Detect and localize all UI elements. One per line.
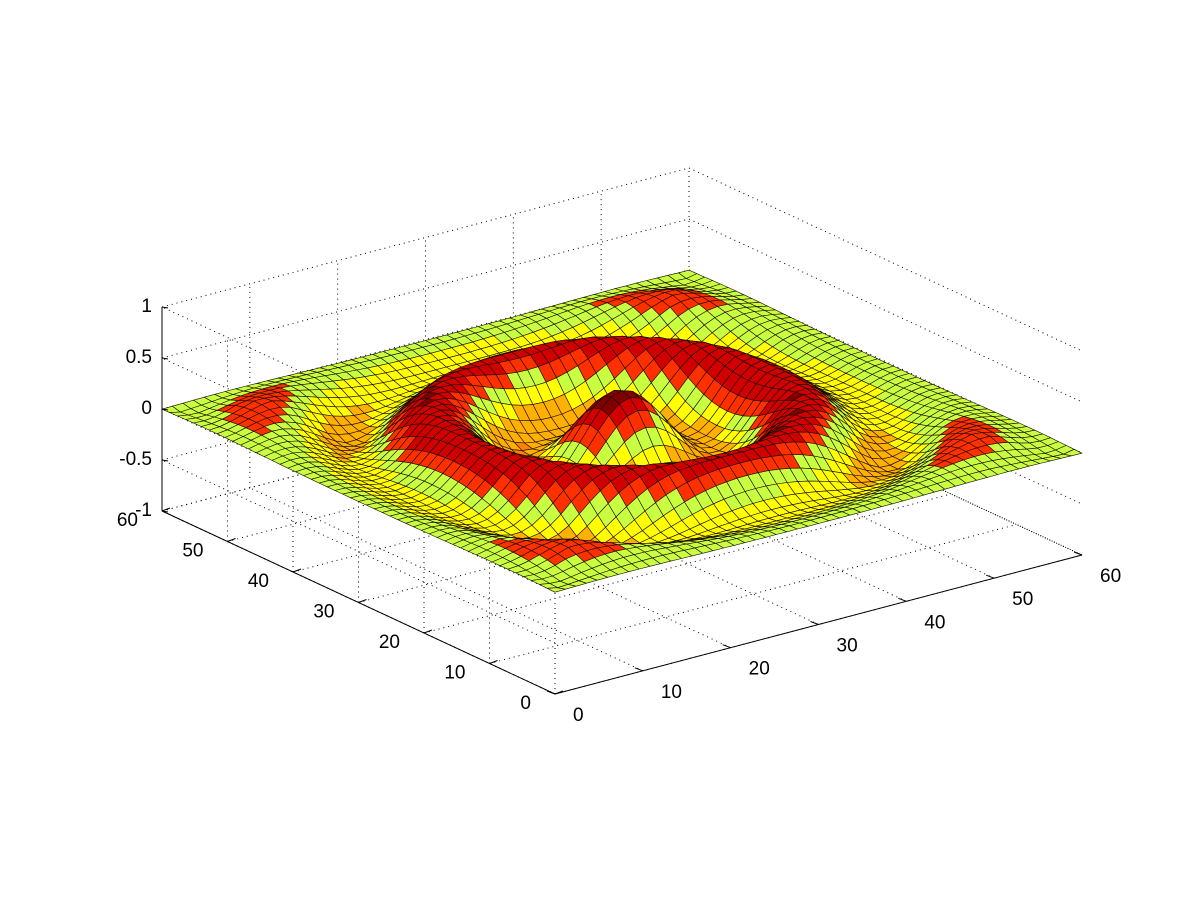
y-tick-label: 0	[520, 693, 531, 714]
z-tick-mark	[161, 510, 169, 513]
z-tick-mark	[161, 306, 169, 309]
y-tick-label: 20	[379, 632, 400, 653]
x-tick-mark	[1073, 551, 1083, 556]
wall-gridline-horizontal	[161, 218, 690, 359]
y-tick-mark	[554, 690, 564, 695]
x-tick-mark	[722, 644, 731, 649]
floor-gridline-y	[227, 402, 755, 542]
x-tick-label: 60	[1100, 566, 1121, 587]
floor-gridline-y	[358, 463, 886, 603]
x-tick-label: 30	[837, 636, 858, 657]
wall-gridline-horizontal	[161, 371, 690, 512]
floor-gridline-y	[423, 493, 952, 634]
z-tick-label: 0.5	[126, 347, 152, 368]
y-tick-mark	[489, 660, 498, 664]
y-tick-mark	[423, 629, 433, 634]
z-tick-mark	[161, 357, 169, 360]
x-tick-label: 40	[924, 612, 945, 633]
x-tick-mark	[634, 667, 644, 672]
y-tick-mark	[161, 507, 171, 512]
z-tick-label: 1	[141, 296, 152, 317]
x-tick-label: 50	[1012, 589, 1033, 610]
floor-gridline-y	[489, 524, 1017, 664]
z-tick-mark	[161, 408, 169, 411]
surface-face	[1063, 448, 1083, 457]
y-tick-mark	[227, 538, 236, 542]
axes	[161, 306, 1083, 695]
surface-mesh	[161, 269, 1083, 593]
y-tick-label: 50	[182, 541, 203, 562]
y-tick-label: 60	[117, 510, 138, 531]
y-tick-label: 30	[313, 602, 334, 623]
z-tick-label: -1	[135, 500, 152, 521]
x-tick-label: 10	[661, 682, 682, 703]
x-tick-mark	[898, 597, 907, 602]
z-tick-label: 0	[141, 398, 152, 419]
z-tick-label: -0.5	[119, 449, 152, 470]
x-tick-label: 0	[573, 705, 584, 726]
floor-gridline-y	[292, 432, 821, 573]
y-tick-label: 10	[444, 663, 465, 684]
x-tick-label: 20	[749, 659, 770, 680]
y-tick-mark	[358, 599, 367, 603]
y-tick-label: 40	[248, 571, 269, 592]
wall-gridline-horizontal	[161, 167, 690, 308]
x-tick-mark	[546, 690, 556, 695]
z-tick-mark	[161, 459, 169, 462]
y-tick-mark	[292, 568, 302, 573]
x-tick-mark	[985, 574, 995, 579]
x-tick-mark	[810, 621, 819, 625]
